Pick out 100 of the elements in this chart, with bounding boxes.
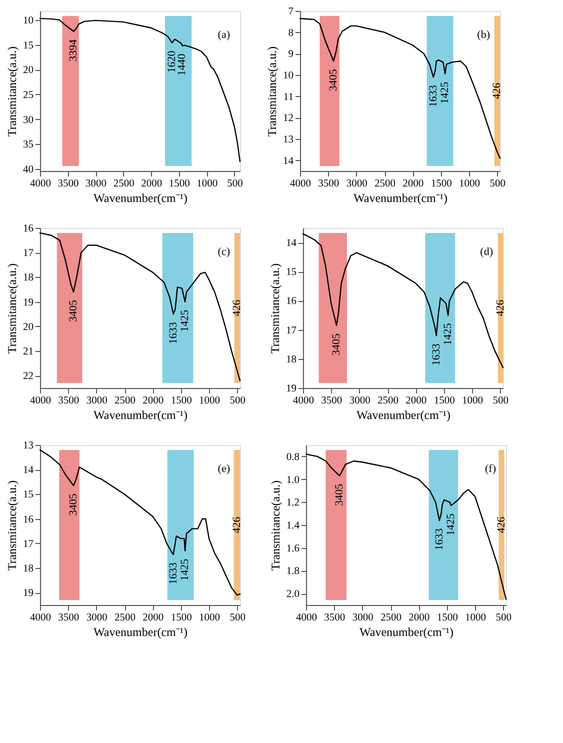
y-tick-label: 1.8	[286, 566, 300, 578]
annotation: 3405	[330, 332, 343, 356]
annotation: 426	[495, 516, 508, 534]
annotation: 1620	[166, 50, 178, 73]
y-tick-label: 13	[23, 440, 34, 452]
annotation: 1633	[430, 343, 442, 366]
x-tick-label: 500	[492, 396, 509, 406]
annotation: (c)	[218, 246, 230, 258]
y-tick-label: 21	[23, 346, 34, 358]
annotation: (e)	[218, 463, 230, 475]
x-tick-label: 3500	[58, 396, 80, 406]
line-series	[39, 18, 241, 162]
x-tick-label: 3500	[318, 178, 340, 190]
annotation: 1633	[433, 528, 446, 550]
annotation: 426	[491, 82, 504, 100]
x-tick-label: 2000	[406, 396, 427, 406]
x-axis-title: Wavenumber(cm⁻¹)	[360, 625, 454, 639]
y-tick-label: 19	[23, 297, 34, 308]
x-tick-label: 3000	[86, 396, 108, 406]
line-series	[39, 449, 241, 596]
y-tick-label: 1.0	[286, 474, 300, 486]
annotation: 1425	[179, 309, 192, 332]
annotation: 1440	[176, 53, 188, 76]
y-tick-label: 10	[23, 15, 34, 26]
y-tick-label: 2.0	[286, 589, 300, 600]
y-tick-label: 17	[23, 538, 34, 550]
annotation: (b)	[477, 29, 490, 41]
x-tick-label: 1500	[170, 396, 192, 406]
y-tick-label: 1.4	[286, 520, 300, 532]
y-tick-label: 18	[23, 272, 34, 284]
y-tick-label: 16	[286, 296, 296, 308]
x-axis-title: Wavenumber(cm⁻¹)	[94, 191, 188, 205]
x-tick-label: 2500	[114, 612, 136, 624]
x-tick-label: 4000	[30, 178, 51, 190]
x-tick-label: 500	[490, 178, 506, 190]
y-axis-title: Transmitance(a.u.)	[268, 263, 282, 354]
annotation: 3394	[68, 38, 80, 62]
x-tick-label: 3000	[86, 612, 108, 624]
y-tick-label: 15	[286, 267, 296, 278]
y-tick-label: 17	[23, 248, 34, 260]
x-tick-label: 1500	[430, 178, 452, 190]
y-tick-label: 22	[23, 371, 34, 382]
x-axis-title: Wavenumber(cm⁻¹)	[94, 625, 188, 639]
y-tick-label: 25	[23, 90, 34, 101]
y-tick-label: 30	[23, 114, 34, 126]
x-axis-title: Wavenumber(cm⁻¹)	[356, 408, 450, 422]
x-tick-label: 2500	[378, 396, 399, 406]
x-tick-label: 1000	[459, 178, 480, 190]
annotation: (a)	[218, 29, 230, 41]
annotation: (d)	[480, 246, 494, 258]
x-tick-label: 3500	[321, 396, 342, 406]
y-tick-label: 12	[283, 113, 294, 124]
x-tick-label: 3000	[86, 178, 107, 190]
y-axis-title: Transmitance(a.u.)	[5, 46, 19, 137]
x-tick-label: 3500	[58, 612, 80, 624]
y-tick-label: 14	[283, 156, 294, 167]
x-tick-label: 3000	[349, 396, 370, 406]
y-tick-label: 35	[23, 140, 34, 151]
x-tick-label: 1000	[199, 396, 220, 406]
x-tick-label: 1000	[465, 612, 486, 624]
x-tick-label: 1500	[434, 396, 455, 406]
x-tick-label: 2000	[141, 178, 162, 190]
annotation: 1425	[442, 322, 454, 346]
y-tick-label: 7	[288, 6, 294, 18]
y-tick-label: 20	[23, 322, 34, 333]
annotation: 3405	[68, 493, 80, 516]
line-series	[299, 18, 501, 159]
x-tick-label: 1500	[170, 612, 192, 624]
y-tick-label: 16	[23, 514, 34, 526]
x-tick-label: 1500	[168, 178, 190, 190]
y-tick-label: 14	[23, 465, 34, 476]
x-tick-label: 3500	[324, 612, 346, 624]
x-tick-label: 1000	[196, 178, 218, 190]
annotation: 3405	[68, 300, 80, 322]
x-tick-label: 500	[230, 396, 246, 406]
line-series	[39, 232, 241, 382]
y-tick-label: 11	[283, 92, 294, 103]
x-tick-label: 2500	[380, 612, 402, 624]
y-tick-label: 16	[23, 224, 34, 234]
annotation: 1425	[179, 558, 192, 581]
y-tick-label: 1.2	[286, 498, 300, 509]
annotation: (f)	[485, 463, 496, 475]
y-tick-label: 1.6	[286, 543, 300, 554]
y-tick-label: 40	[23, 164, 34, 176]
line-series	[302, 233, 504, 368]
y-tick-label: 9	[288, 49, 294, 60]
x-axis-title: Wavenumber(cm⁻¹)	[94, 408, 188, 422]
x-tick-label: 3500	[58, 178, 79, 190]
x-tick-label: 500	[227, 178, 243, 190]
x-tick-label: 4000	[290, 178, 311, 190]
x-tick-label: 1000	[199, 612, 220, 624]
annotation: 3405	[334, 483, 346, 506]
annotation: 1425	[439, 81, 452, 104]
x-tick-label: 2000	[142, 612, 164, 624]
x-tick-label: 4000	[30, 612, 51, 624]
x-tick-label: 3000	[352, 612, 374, 624]
y-tick-label: 15	[23, 40, 34, 52]
annotation: 1425	[445, 513, 458, 536]
x-tick-label: 1000	[462, 396, 484, 406]
y-tick-label: 19	[286, 384, 296, 394]
